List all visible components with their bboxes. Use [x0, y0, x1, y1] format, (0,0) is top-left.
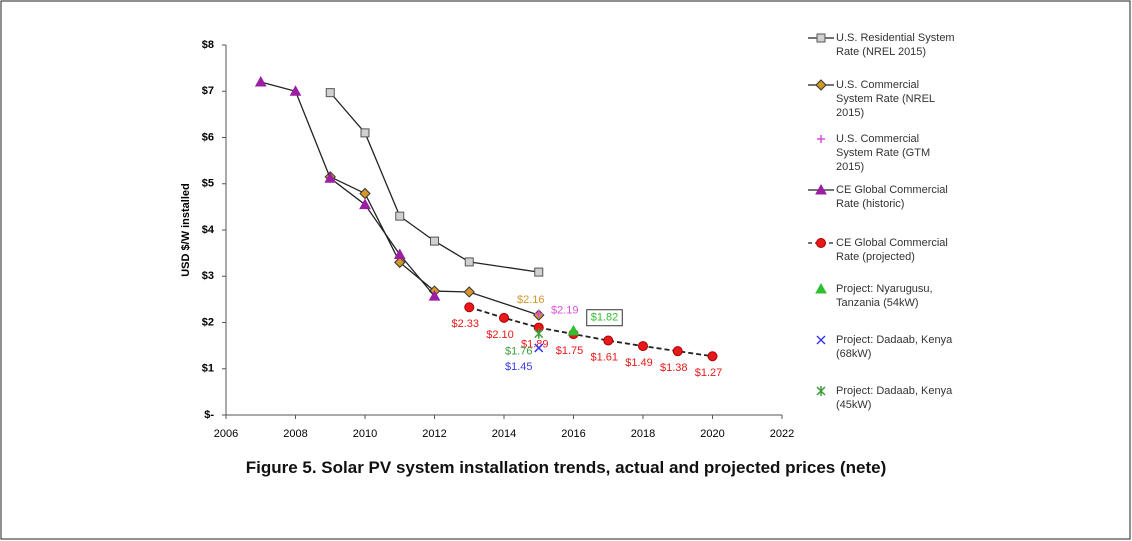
marker — [360, 128, 370, 138]
y-tick-label: $8 — [202, 39, 214, 51]
y-axis-title: USD $/W installed — [180, 183, 192, 277]
legend-entry: U.S. Commercial System Rate (NREL 2015) — [836, 79, 935, 119]
legend-entry: CE Global Commercial Rate (projected) — [836, 237, 948, 263]
value-label: $1.75 — [556, 345, 584, 357]
marker — [428, 290, 441, 301]
marker — [672, 346, 683, 357]
marker — [325, 88, 335, 98]
marker — [603, 335, 614, 346]
y-tick-label: $4 — [202, 224, 215, 236]
x-tick-label: 2022 — [770, 428, 794, 440]
marker — [464, 302, 475, 313]
y-tick-label: $7 — [202, 85, 214, 97]
value-label: $2.19 — [551, 305, 579, 317]
x-tick-label: 2010 — [353, 428, 377, 440]
legend-marker — [816, 335, 826, 345]
value-label: $1.45 — [505, 361, 533, 373]
marker — [430, 236, 439, 246]
series-line — [329, 176, 539, 316]
x-tick-label: 2012 — [422, 428, 446, 440]
y-tick-label: $5 — [202, 178, 214, 190]
marker — [534, 267, 544, 277]
legend-marker — [815, 183, 827, 195]
x-tick-label: 2016 — [561, 428, 585, 440]
marker — [638, 341, 648, 352]
marker — [499, 312, 509, 323]
y-tick-label: $6 — [202, 131, 214, 143]
marker — [463, 286, 475, 298]
y-tick-label: $- — [204, 409, 214, 421]
series-line — [260, 81, 435, 297]
marker — [464, 257, 474, 267]
marker — [567, 324, 580, 336]
marker — [254, 75, 267, 87]
marker — [534, 343, 544, 353]
legend-marker — [815, 79, 827, 91]
legend-entry: U.S. Residential System Rate (NREL 2015) — [836, 32, 955, 58]
legend-marker — [815, 282, 827, 294]
legend-entry: Project: Dadaab, Kenya (68kW) — [836, 334, 953, 360]
marker — [359, 198, 371, 210]
marker — [324, 172, 337, 183]
series-line — [468, 306, 713, 358]
legend-entry: Project: Nyarugusu, Tanzania (54kW) — [836, 283, 933, 309]
value-label: $1.49 — [625, 357, 653, 369]
marker — [534, 328, 544, 339]
value-label: $1.38 — [660, 362, 688, 374]
value-label: $2.16 — [517, 294, 545, 306]
y-tick-label: $1 — [202, 363, 214, 375]
marker — [359, 187, 371, 200]
value-label: $1.82 — [591, 312, 619, 324]
marker — [393, 248, 406, 260]
label-box — [586, 309, 623, 327]
marker — [534, 309, 543, 318]
marker — [395, 211, 405, 221]
y-tick-label: $2 — [202, 316, 214, 328]
series-line — [329, 92, 539, 273]
legend-marker — [816, 386, 826, 396]
x-tick-label: 2008 — [283, 428, 307, 440]
caption: Figure 5. Solar PV system installation t… — [245, 458, 887, 477]
legend-marker — [816, 238, 826, 248]
legend-entry: Project: Dadaab, Kenya (45kW) — [836, 385, 953, 411]
x-tick-label: 2020 — [700, 428, 724, 440]
value-label: $2.33 — [451, 318, 479, 330]
legend-marker — [817, 135, 825, 143]
marker — [707, 351, 718, 362]
marker — [394, 256, 406, 269]
x-tick-label: 2018 — [631, 428, 655, 440]
x-tick-label: 2006 — [214, 428, 238, 440]
value-label: $2.10 — [486, 329, 514, 341]
y-tick-label: $3 — [202, 270, 214, 282]
value-label: $1.61 — [590, 351, 618, 363]
value-label: $1.76 — [505, 346, 533, 358]
x-tick-label: 2014 — [492, 428, 516, 440]
legend-marker — [816, 33, 826, 43]
marker — [289, 85, 302, 96]
legend-entry: U.S. Commercial System Rate (GTM 2015) — [836, 133, 931, 173]
value-label: $1.27 — [695, 367, 723, 379]
legend-entry: CE Global Commercial Rate (historic) — [836, 184, 948, 210]
